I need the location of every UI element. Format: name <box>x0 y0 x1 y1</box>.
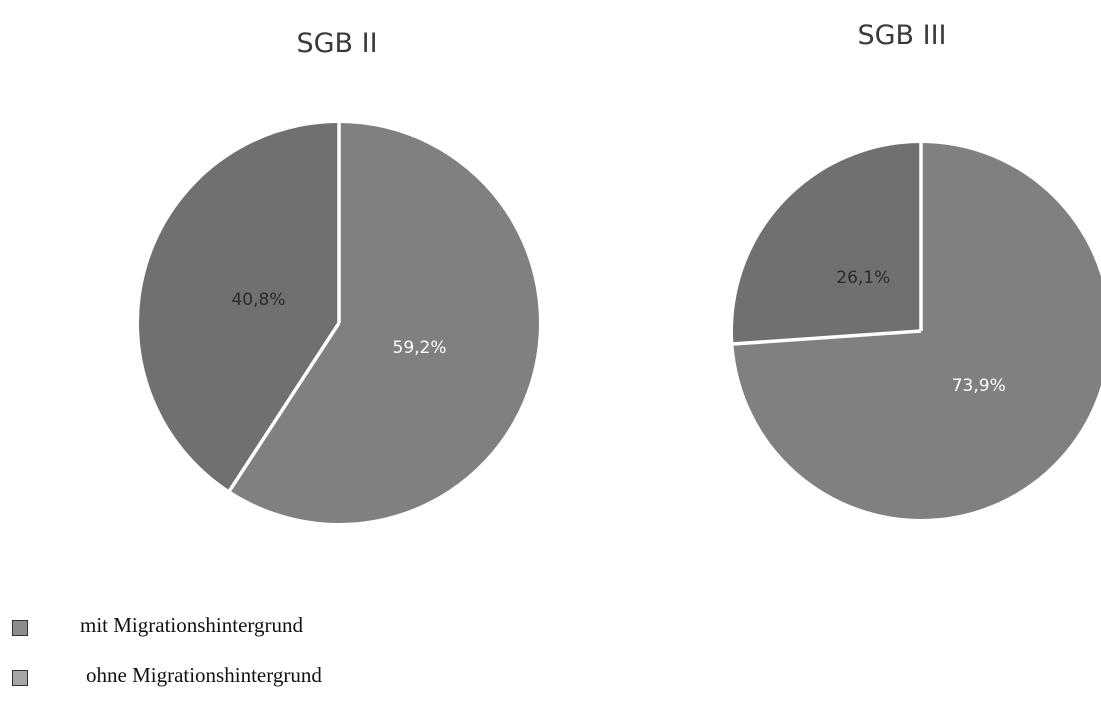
pie-slice-ohne-migrationshintergrund <box>229 123 540 523</box>
slice-label-mit-migrationshintergrund: 40,8% <box>231 290 285 310</box>
slice-separator <box>732 329 922 346</box>
chart-title: SGB II <box>296 28 377 59</box>
legend-label: ohne Migrationshintergrund <box>86 663 322 687</box>
pie-chart-sgb-iii: SGB III 73,9% 26,1% <box>732 20 1101 519</box>
pie-slice-ohne-migrationshintergrund <box>733 143 1101 519</box>
pie-chart-sgb-ii: SGB II 59,2% 40,8% <box>139 28 540 523</box>
pie-slice-mit-migrationshintergrund <box>733 143 921 344</box>
slice-label-ohne-migrationshintergrund: 73,9% <box>952 376 1006 396</box>
legend-swatch-icon <box>12 620 28 636</box>
legend-label: mit Migrationshintergrund <box>80 613 304 637</box>
slice-separator <box>227 322 341 493</box>
chart-title: SGB III <box>857 20 946 51</box>
legend-swatch-icon <box>12 670 28 686</box>
slice-label-ohne-migrationshintergrund: 59,2% <box>393 338 447 358</box>
slice-label-mit-migrationshintergrund: 26,1% <box>836 268 890 288</box>
